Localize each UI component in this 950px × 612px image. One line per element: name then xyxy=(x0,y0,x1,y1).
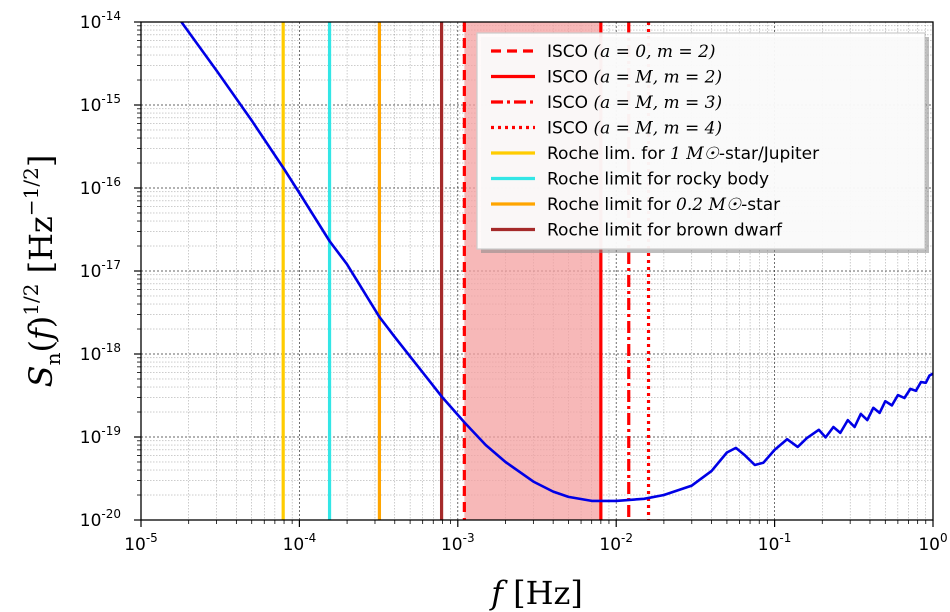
x-tick-label: 10-3 xyxy=(441,531,475,555)
sensitivity-curve xyxy=(180,22,933,503)
legend-label-7: Roche limit for brown dwarf xyxy=(547,221,783,241)
legend-label-6: Roche limit for 0.2 M☉-star xyxy=(547,195,780,215)
y-tick-label: 10-17 xyxy=(80,258,121,282)
x-tick-label: 100 xyxy=(918,531,947,555)
x-tick-label: 10-5 xyxy=(124,531,158,555)
y-tick-label: 10-14 xyxy=(80,9,121,33)
legend-label-1: ISCO (a = M, m = 2) xyxy=(547,68,722,88)
x-tick-label: 10-2 xyxy=(599,531,633,555)
legend-label-3: ISCO (a = M, m = 4) xyxy=(547,119,722,139)
y-tick-label: 10-19 xyxy=(80,424,121,448)
y-tick-label: 10-16 xyxy=(80,175,121,199)
curve-layer xyxy=(180,22,933,503)
x-tick-label: 10-4 xyxy=(283,531,317,555)
axis-ticks: 10-5 10-4 10-3 10-2 10-1 100 10-20 10-19 10-18 10… xyxy=(80,9,948,555)
legend-label-5: Roche limit for rocky body xyxy=(547,170,769,190)
y-axis-label: Sn(f)1/2 [Hz−1/2] xyxy=(19,155,65,388)
x-tick-label: 10-1 xyxy=(758,531,792,555)
x-axis-label: f [Hz] xyxy=(489,574,583,612)
legend-label-2: ISCO (a = M, m = 3) xyxy=(547,93,722,113)
legend-label-4: Roche lim. for 1 M☉-star/Jupiter xyxy=(547,144,819,164)
vertical-lines-layer xyxy=(281,22,651,520)
legend: ISCO (a = 0, m = 2) ISCO (a = M, m = 2) IS… xyxy=(476,32,929,253)
y-tick-label: 10-18 xyxy=(80,341,121,365)
y-tick-label: 10-20 xyxy=(80,507,121,531)
legend-label-0: ISCO (a = 0, m = 2) xyxy=(547,42,716,62)
y-tick-label: 10-15 xyxy=(80,92,121,116)
legend-box xyxy=(476,32,926,250)
